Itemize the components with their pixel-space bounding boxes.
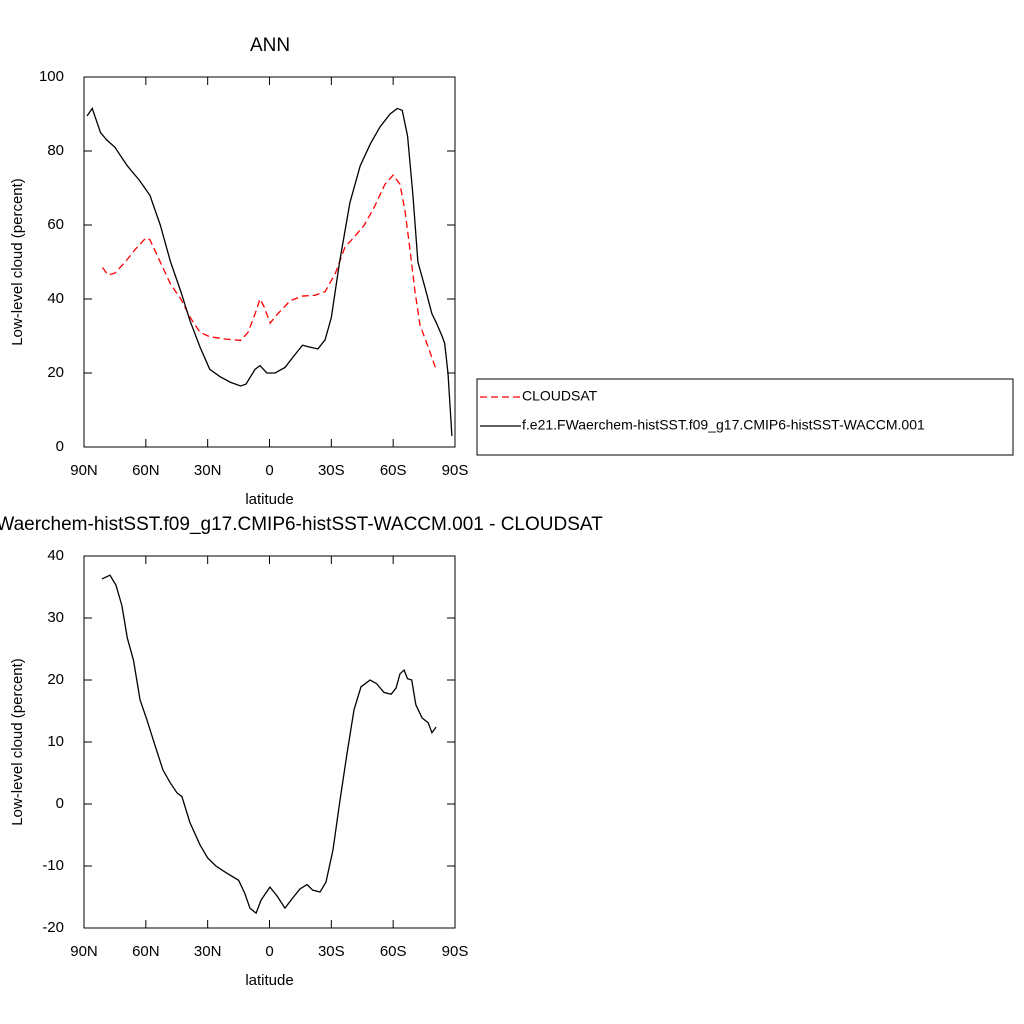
x-axis-label: latitude — [245, 491, 293, 508]
x-tick-label: 30S — [318, 943, 345, 960]
x-tick-label: 60S — [380, 462, 407, 479]
x-tick-label: 60N — [132, 462, 160, 479]
x-tick-label: 30N — [194, 462, 222, 479]
y-tick-label: 0 — [56, 438, 64, 455]
x-tick-label: 90N — [70, 943, 98, 960]
x-tick-label: 90N — [70, 462, 98, 479]
y-tick-label: 40 — [47, 547, 64, 564]
y-tick-label: 30 — [47, 609, 64, 626]
plot-frame — [83, 76, 456, 448]
x-tick-label: 90S — [442, 943, 469, 960]
y-tick-label: 80 — [47, 142, 64, 159]
data-line — [101, 574, 437, 915]
plot-frame — [83, 555, 456, 929]
y-axis-label: Low-level cloud (percent) — [9, 178, 26, 346]
x-tick-label: 90S — [442, 462, 469, 479]
y-tick-label: 100 — [39, 68, 64, 85]
y-tick-label: 0 — [56, 795, 64, 812]
y-tick-label: 20 — [47, 671, 64, 688]
y-tick-label: -10 — [42, 857, 64, 874]
x-tick-label: 60N — [132, 943, 160, 960]
legend-label: CLOUDSAT — [522, 388, 598, 404]
y-tick-label: 10 — [47, 733, 64, 750]
chart-title: ANN — [250, 35, 290, 56]
legend-label: f.e21.FWaerchem-histSST.f09_g17.CMIP6-hi… — [522, 417, 925, 433]
x-tick-label: 0 — [265, 943, 273, 960]
x-tick-label: 30S — [318, 462, 345, 479]
y-tick-label: 20 — [47, 364, 64, 381]
x-tick-label: 30N — [194, 943, 222, 960]
y-tick-label: -20 — [42, 919, 64, 936]
x-axis-label: latitude — [245, 972, 293, 989]
chart-title: f.e21.FWaerchem-histSST.f09_g17.CMIP6-hi… — [0, 514, 603, 535]
legend-box — [476, 378, 1014, 456]
data-line — [102, 174, 437, 370]
y-tick-label: 60 — [47, 216, 64, 233]
y-axis-label: Low-level cloud (percent) — [9, 658, 26, 826]
data-line — [86, 107, 453, 436]
x-tick-label: 0 — [265, 462, 273, 479]
y-tick-label: 40 — [47, 290, 64, 307]
x-tick-label: 60S — [380, 943, 407, 960]
